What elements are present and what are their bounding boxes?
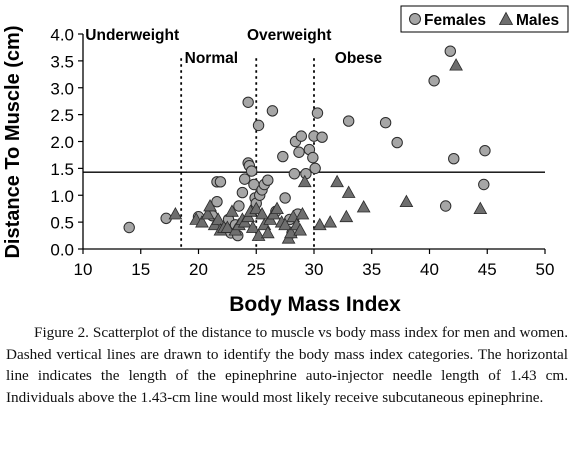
female-point <box>123 221 135 234</box>
male-point <box>260 225 275 239</box>
female-point <box>309 162 321 175</box>
y-tick-label: 2.0 <box>50 133 74 152</box>
x-tick-label: 10 <box>74 260 93 279</box>
male-point <box>330 174 344 188</box>
female-point <box>279 192 291 204</box>
female-point <box>252 119 265 132</box>
y-axis: 0.0 0.5 1.0 1.5 2.0 2.5 3.0 3.5 4.0 <box>50 26 83 260</box>
male-point <box>220 220 235 233</box>
y-tick-label: 0.0 <box>50 241 74 260</box>
female-point <box>479 144 491 157</box>
female-point <box>428 75 440 87</box>
category-label: Obese <box>335 50 383 67</box>
male-point <box>211 212 226 225</box>
x-tick-label: 50 <box>536 260 555 279</box>
male-point <box>449 58 463 71</box>
figure-caption: Figure 2. Scatterplot of the distance to… <box>6 324 568 406</box>
x-tick-label: 20 <box>189 260 208 279</box>
y-tick-label: 1.0 <box>50 187 74 206</box>
legend-label-females: Females <box>424 12 486 29</box>
female-point <box>262 174 274 186</box>
female-point <box>239 173 251 185</box>
legend-triangle-marker <box>498 11 514 25</box>
male-point <box>225 204 239 217</box>
male-point <box>356 200 371 213</box>
x-axis-label: Body Mass Index <box>229 293 401 316</box>
male-point <box>203 198 217 212</box>
female-point <box>478 178 490 191</box>
male-point <box>249 201 264 215</box>
category-label: Overweight <box>247 27 331 44</box>
male-point <box>339 209 354 223</box>
male-point <box>341 185 356 198</box>
y-tick-label: 2.5 <box>50 106 74 125</box>
x-tick-label: 40 <box>420 260 439 279</box>
female-point <box>448 153 460 165</box>
male-point <box>278 217 293 231</box>
male-point <box>168 207 183 220</box>
male-point <box>295 207 310 220</box>
female-point <box>391 136 403 149</box>
male-point <box>473 201 488 215</box>
x-tick-label: 30 <box>305 260 324 279</box>
female-point <box>307 151 319 164</box>
y-tick-label: 1.5 <box>50 160 74 179</box>
y-tick-label: 3.5 <box>50 52 74 71</box>
x-tick-label: 35 <box>362 260 381 279</box>
y-axis-label: Distance To Muscle (cm) <box>2 25 24 258</box>
female-point <box>379 116 392 129</box>
x-tick-label: 15 <box>131 260 150 279</box>
male-point <box>245 220 260 233</box>
y-tick-label: 3.0 <box>50 79 74 98</box>
female-point <box>236 186 249 199</box>
female-point <box>214 176 227 188</box>
legend: Females Males <box>400 5 569 33</box>
female-point <box>266 105 279 117</box>
y-tick-label: 4.0 <box>50 26 74 45</box>
male-point <box>200 207 215 220</box>
category-lines <box>180 58 315 249</box>
male-point <box>293 223 308 236</box>
legend-label-males: Males <box>516 12 559 29</box>
male-point <box>255 207 269 220</box>
female-point <box>293 146 305 158</box>
category-label: Underweight <box>85 27 179 44</box>
female-point <box>211 196 223 208</box>
male-point <box>323 215 338 228</box>
male-point <box>297 174 312 188</box>
x-tick-label: 45 <box>478 260 497 279</box>
legend-box <box>400 5 569 33</box>
male-point <box>270 201 284 215</box>
x-tick-label: 25 <box>247 260 266 279</box>
female-point <box>444 45 456 57</box>
female-point <box>245 165 258 177</box>
category-label: Normal <box>185 50 238 67</box>
female-point <box>342 115 355 127</box>
female-point <box>233 200 245 212</box>
male-point <box>399 194 414 208</box>
female-point <box>242 96 254 108</box>
male-point <box>195 215 209 228</box>
legend-circle-marker <box>409 13 421 25</box>
x-axis: 10 15 20 25 30 35 40 45 50 <box>74 249 555 279</box>
female-point <box>311 107 324 119</box>
data-points <box>123 45 491 244</box>
female-point <box>439 200 452 212</box>
female-point <box>316 131 328 143</box>
female-point <box>277 150 289 163</box>
female-point <box>295 130 307 142</box>
female-point <box>288 168 301 180</box>
y-tick-label: 0.5 <box>50 214 74 233</box>
male-point <box>312 217 327 231</box>
